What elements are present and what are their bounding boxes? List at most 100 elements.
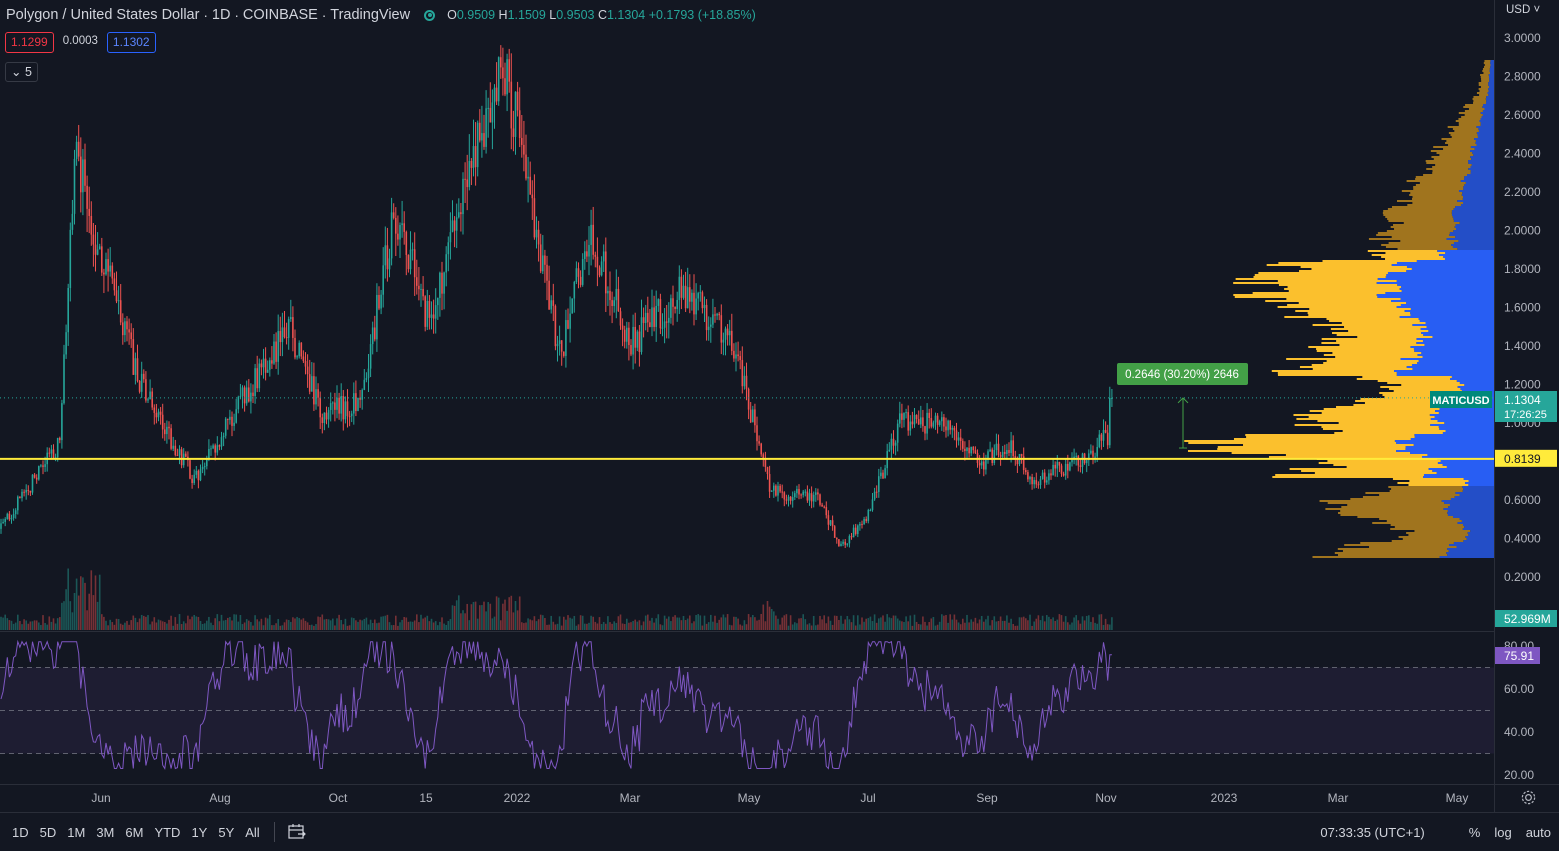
range-5y-button[interactable]: 5Y <box>218 824 235 840</box>
candle-body <box>741 360 744 387</box>
vp-up-bar <box>1443 508 1494 510</box>
volume-bar <box>252 625 254 630</box>
candle-body <box>229 416 231 420</box>
volume-bar <box>523 623 525 630</box>
volume-bar <box>23 619 25 630</box>
volume-bar <box>999 616 1002 630</box>
vp-down-bar <box>1339 344 1425 346</box>
range-1y-button[interactable]: 1Y <box>191 824 208 840</box>
vp-down-bar <box>1323 408 1440 410</box>
range-ytd-button[interactable]: YTD <box>154 824 181 840</box>
range-3m-button[interactable]: 3M <box>96 824 115 840</box>
vp-down-bar <box>1401 190 1459 192</box>
hline-tag-box <box>1495 449 1557 467</box>
volume-bar <box>271 625 273 630</box>
vp-up-bar <box>1463 488 1494 490</box>
vp-up-bar <box>1406 366 1494 368</box>
volume-bar <box>294 618 296 630</box>
vp-up-bar <box>1474 148 1494 150</box>
volume-bar <box>859 624 861 630</box>
volume-bar <box>825 623 828 630</box>
volume-bar <box>959 624 962 630</box>
volume-bar <box>353 618 355 630</box>
vp-down-bar <box>1414 530 1471 532</box>
candle-body <box>1081 453 1084 467</box>
symbol-interval[interactable]: 1D <box>211 7 231 23</box>
volume-bar <box>416 614 418 630</box>
vp-down-bar <box>1299 366 1407 368</box>
volume-bar <box>390 625 393 630</box>
vp-down-bar <box>1483 62 1491 64</box>
volume-bar <box>802 614 804 630</box>
log-scale-toggle[interactable]: log <box>1494 825 1512 840</box>
volume-bar <box>199 620 202 630</box>
range-all-button[interactable]: All <box>245 824 260 840</box>
gear-icon[interactable] <box>1520 789 1537 806</box>
measure-label-box[interactable] <box>1117 363 1248 385</box>
candle-body <box>189 460 191 479</box>
volume-bar <box>928 622 930 630</box>
volume-bar <box>1022 616 1025 630</box>
candle-body <box>1029 476 1031 480</box>
candle-body <box>300 342 303 357</box>
range-1d-button[interactable]: 1D <box>12 824 29 840</box>
candle-body <box>623 329 626 342</box>
candle-body <box>145 379 147 401</box>
clock-timezone[interactable]: 07:33:35 (UTC+1) <box>1320 825 1425 840</box>
vp-up-bar <box>1457 248 1494 250</box>
volume-bar <box>424 617 426 630</box>
volume-bar <box>4 614 6 630</box>
volume-bar <box>1064 616 1067 630</box>
volume-bar <box>760 613 762 630</box>
volume-bar <box>187 615 189 630</box>
candle-body <box>1109 397 1111 446</box>
candle-body <box>649 322 651 328</box>
vp-down-bar <box>1478 88 1489 90</box>
vp-up-bar <box>1432 336 1494 338</box>
range-1m-button[interactable]: 1M <box>67 824 86 840</box>
vp-up-bar <box>1396 280 1494 282</box>
candle-body <box>1106 432 1109 446</box>
volume-bar <box>720 617 723 630</box>
volume-bar <box>434 621 437 630</box>
candle-body <box>479 122 481 141</box>
market-status-icon[interactable] <box>424 9 436 21</box>
symbol-title[interactable]: Polygon / United States Dollar <box>6 7 200 23</box>
volume-bar <box>842 623 844 630</box>
indicators-toggle-button[interactable]: ⌄ 5 <box>5 62 38 82</box>
auto-scale-toggle[interactable]: auto <box>1525 825 1551 840</box>
volume-bar <box>63 601 65 630</box>
candle-body <box>953 427 956 431</box>
candle-body <box>348 416 351 418</box>
vp-up-bar <box>1476 144 1494 146</box>
vp-up-bar <box>1488 88 1494 90</box>
candle-body <box>831 520 834 527</box>
volume-bar <box>203 623 206 630</box>
range-6m-button[interactable]: 6M <box>125 824 144 840</box>
candle-body <box>878 476 880 492</box>
volume-bar <box>321 614 324 630</box>
volume-bar <box>907 621 909 630</box>
symbol-exchange[interactable]: COINBASE <box>242 7 318 23</box>
candle-body <box>619 311 622 326</box>
vp-down-bar <box>1390 226 1455 228</box>
sell-button[interactable]: 1.1299 <box>5 32 54 53</box>
vp-down-bar <box>1394 228 1457 230</box>
candle-body <box>573 281 576 299</box>
percent-scale-toggle[interactable]: % <box>1468 825 1481 840</box>
candle-body <box>724 328 727 340</box>
candle-body <box>875 491 878 493</box>
vp-down-bar <box>1277 306 1397 308</box>
currency-selector[interactable]: USD ˅ <box>1506 4 1540 16</box>
candle-body <box>840 543 842 547</box>
range-5d-button[interactable]: 5D <box>39 824 57 840</box>
candle-body <box>266 369 269 373</box>
buy-button[interactable]: 1.1302 <box>106 32 156 53</box>
calendar-goto-icon[interactable] <box>287 823 307 841</box>
volume-bar <box>365 617 368 630</box>
volume-bar <box>554 624 557 630</box>
measure-label: 0.2646 (30.20%) 2646 <box>1125 369 1239 381</box>
volume-bar <box>865 618 867 630</box>
candle-body <box>101 246 103 273</box>
